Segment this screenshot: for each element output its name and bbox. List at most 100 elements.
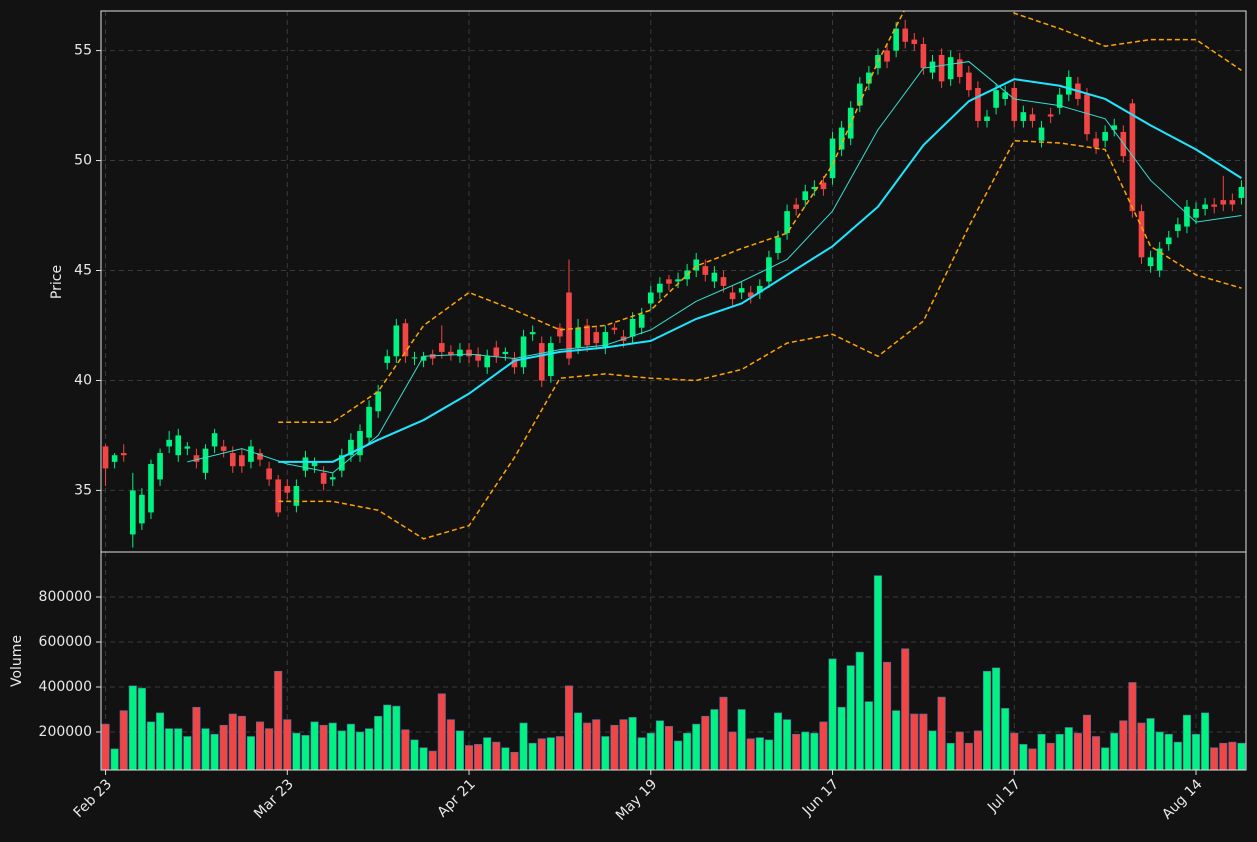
volume-bar xyxy=(1128,682,1137,771)
candle-body xyxy=(466,349,472,357)
volume-bar xyxy=(337,730,346,771)
candle-body xyxy=(611,327,618,330)
y-tick-label: 800000 xyxy=(39,589,92,605)
volume-bar xyxy=(374,715,383,771)
volume-bar xyxy=(873,575,882,771)
candle-body xyxy=(1011,87,1018,121)
volume-bar xyxy=(119,710,128,771)
volume-bar xyxy=(646,732,655,771)
volume-bar xyxy=(346,723,355,771)
candle-body xyxy=(938,54,945,82)
price-axis-label: Price xyxy=(49,265,65,299)
volume-bar xyxy=(901,648,910,771)
volume-bar xyxy=(201,728,210,771)
volume-bar xyxy=(619,719,628,771)
volume-bar xyxy=(128,685,137,771)
candle-body xyxy=(493,347,500,357)
candle-body xyxy=(747,292,754,297)
volume-bar xyxy=(419,747,428,771)
volume-bar xyxy=(146,721,156,771)
candle-body xyxy=(1111,125,1118,130)
volume-bar xyxy=(992,667,1001,771)
candle-body xyxy=(575,327,581,348)
volume-bar xyxy=(683,732,692,771)
candle-body xyxy=(757,285,763,293)
candle-body xyxy=(275,479,282,513)
volume-bar xyxy=(401,729,410,771)
volume-bar xyxy=(719,696,728,771)
candle-body xyxy=(856,83,863,106)
candle-body xyxy=(1056,94,1063,108)
volume-bar xyxy=(846,665,855,771)
volume-bar xyxy=(319,724,328,771)
y-tick-label: 55 xyxy=(74,43,92,59)
volume-bar xyxy=(292,732,301,771)
candle-body xyxy=(1093,138,1099,148)
candle-body xyxy=(457,349,463,357)
candle-body xyxy=(1202,204,1208,209)
volume-bar xyxy=(1146,718,1155,771)
volume-bar xyxy=(1046,742,1055,771)
volume-bar xyxy=(492,741,501,771)
volume-bar xyxy=(628,717,637,771)
volume-bar xyxy=(1082,714,1091,771)
candle-body xyxy=(1002,92,1009,99)
candle-body xyxy=(148,464,154,513)
candle-body xyxy=(1184,206,1190,227)
candle-body xyxy=(1102,131,1108,141)
candle-body xyxy=(302,457,309,471)
volume-bar xyxy=(1101,747,1110,771)
candle-body xyxy=(293,486,300,506)
plot-background xyxy=(101,11,1246,552)
volume-bar xyxy=(219,724,228,771)
candle-body xyxy=(1138,211,1145,258)
candle-body xyxy=(357,431,363,456)
candle-body xyxy=(220,446,227,451)
volume-bar xyxy=(510,751,519,771)
candle-body xyxy=(647,292,654,304)
candle-body xyxy=(111,455,118,462)
volume-bar xyxy=(1064,727,1073,771)
volume-bar xyxy=(574,712,583,771)
candle-body xyxy=(738,288,745,293)
volume-bar xyxy=(728,731,737,771)
volume-bar xyxy=(564,685,574,771)
candle-body xyxy=(784,211,790,234)
candle-body xyxy=(320,472,327,484)
volume-bar xyxy=(392,705,401,771)
volume-bar xyxy=(855,651,864,771)
candle-body xyxy=(911,39,918,44)
candle-body xyxy=(129,490,136,535)
volume-bar xyxy=(555,736,564,771)
candle-body xyxy=(1156,248,1163,271)
x-tick-label: Apr 21 xyxy=(435,776,479,820)
candle-body xyxy=(956,59,963,77)
x-tick-label: Feb 23 xyxy=(71,776,116,821)
volume-bar xyxy=(101,723,110,771)
candle-body xyxy=(120,453,127,456)
volume-bar xyxy=(601,736,610,771)
candle-body xyxy=(193,455,200,462)
volume-bar xyxy=(810,732,819,771)
candle-body xyxy=(520,336,527,368)
candle-body xyxy=(411,357,418,359)
volume-bar xyxy=(1201,712,1210,771)
candle-body xyxy=(329,477,336,480)
volume-bar xyxy=(274,670,283,771)
volume-bar xyxy=(828,658,837,771)
y-tick-label: 50 xyxy=(74,153,92,169)
candle-body xyxy=(802,191,809,201)
volume-bar xyxy=(1155,731,1164,771)
volume-bar xyxy=(210,733,219,771)
volume-bar xyxy=(519,722,528,771)
candle-body xyxy=(1084,94,1090,135)
candle-body xyxy=(811,186,818,190)
volume-bar xyxy=(1191,733,1201,771)
volume-bar xyxy=(964,742,973,771)
volume-bar xyxy=(910,713,919,771)
candle-body xyxy=(502,351,509,355)
candle-body xyxy=(1129,103,1136,212)
candle-body xyxy=(902,28,909,42)
candle-body xyxy=(602,332,609,348)
